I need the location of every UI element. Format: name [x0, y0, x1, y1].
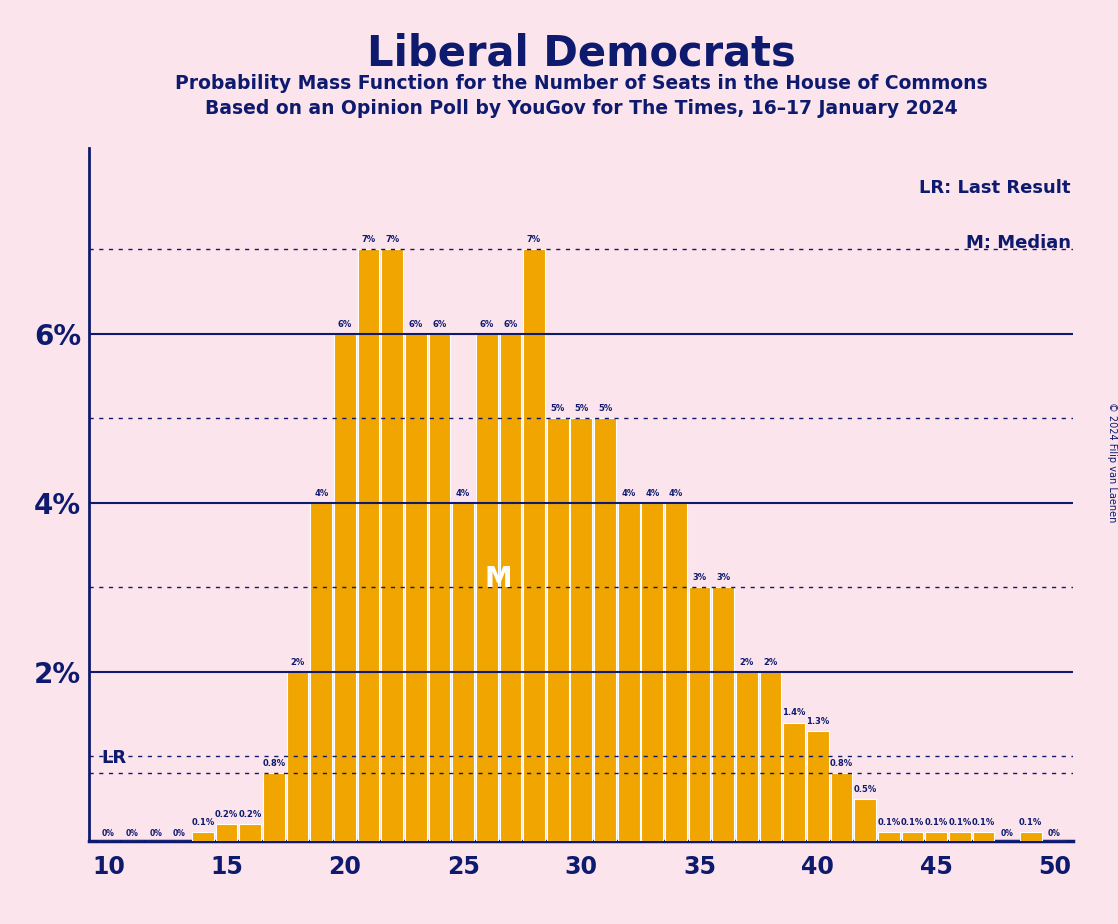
Bar	[192, 833, 214, 841]
Text: 0%: 0%	[1048, 830, 1061, 838]
Bar	[216, 824, 237, 841]
Text: Based on an Opinion Poll by YouGov for The Times, 16–17 January 2024: Based on an Opinion Poll by YouGov for T…	[205, 99, 958, 118]
Text: 4%: 4%	[456, 489, 471, 498]
Bar	[358, 249, 379, 841]
Text: 5%: 5%	[550, 404, 565, 413]
Text: 0.1%: 0.1%	[901, 819, 925, 827]
Text: 2%: 2%	[764, 658, 778, 667]
Bar	[334, 334, 356, 841]
Text: 2%: 2%	[291, 658, 305, 667]
Text: LR: Last Result: LR: Last Result	[919, 179, 1071, 197]
Bar	[712, 588, 735, 841]
Bar	[381, 249, 404, 841]
Text: Probability Mass Function for the Number of Seats in the House of Commons: Probability Mass Function for the Number…	[176, 74, 987, 93]
Bar	[760, 672, 781, 841]
Bar	[831, 773, 852, 841]
Bar	[311, 503, 332, 841]
Text: 4%: 4%	[314, 489, 329, 498]
Bar	[854, 798, 877, 841]
Text: 0%: 0%	[173, 830, 186, 838]
Text: M: M	[485, 565, 512, 593]
Bar	[926, 833, 947, 841]
Bar	[973, 833, 994, 841]
Text: 2%: 2%	[740, 658, 754, 667]
Text: © 2024 Filip van Laenen: © 2024 Filip van Laenen	[1108, 402, 1117, 522]
Text: 7%: 7%	[385, 236, 399, 244]
Bar	[807, 731, 828, 841]
Text: 0.1%: 0.1%	[925, 819, 948, 827]
Text: 6%: 6%	[338, 320, 352, 329]
Text: 1.3%: 1.3%	[806, 717, 830, 726]
Text: 0.1%: 0.1%	[948, 819, 972, 827]
Text: 0.8%: 0.8%	[830, 760, 853, 768]
Bar	[594, 419, 616, 841]
Text: Liberal Democrats: Liberal Democrats	[367, 32, 796, 74]
Text: 0.5%: 0.5%	[853, 784, 877, 794]
Text: 4%: 4%	[669, 489, 683, 498]
Text: 0.2%: 0.2%	[238, 809, 262, 819]
Text: 7%: 7%	[527, 236, 541, 244]
Text: 3%: 3%	[717, 573, 730, 582]
Text: 0.1%: 0.1%	[878, 819, 900, 827]
Text: 0%: 0%	[102, 830, 115, 838]
Bar	[665, 503, 686, 841]
Bar	[500, 334, 521, 841]
Bar	[452, 503, 474, 841]
Bar	[736, 672, 758, 841]
Bar	[949, 833, 970, 841]
Bar	[570, 419, 593, 841]
Text: 0%: 0%	[1001, 830, 1014, 838]
Text: 0.2%: 0.2%	[215, 809, 238, 819]
Text: M: Median: M: Median	[966, 235, 1071, 252]
Text: 6%: 6%	[409, 320, 423, 329]
Bar	[878, 833, 900, 841]
Text: 0%: 0%	[125, 830, 139, 838]
Text: 4%: 4%	[622, 489, 636, 498]
Bar	[689, 588, 711, 841]
Text: 7%: 7%	[361, 236, 376, 244]
Text: 1.4%: 1.4%	[783, 709, 806, 717]
Bar	[547, 419, 569, 841]
Bar	[618, 503, 639, 841]
Bar	[642, 503, 663, 841]
Bar	[263, 773, 285, 841]
Bar	[405, 334, 427, 841]
Text: 5%: 5%	[598, 404, 613, 413]
Text: 6%: 6%	[433, 320, 446, 329]
Text: 4%: 4%	[645, 489, 660, 498]
Bar	[901, 833, 923, 841]
Text: 5%: 5%	[575, 404, 588, 413]
Bar	[286, 672, 309, 841]
Text: 0.1%: 0.1%	[1020, 819, 1042, 827]
Bar	[239, 824, 262, 841]
Bar	[784, 723, 805, 841]
Text: 0.8%: 0.8%	[263, 760, 285, 768]
Text: 6%: 6%	[480, 320, 494, 329]
Bar	[523, 249, 544, 841]
Text: 0.1%: 0.1%	[972, 819, 995, 827]
Bar	[1020, 833, 1042, 841]
Text: 6%: 6%	[503, 320, 518, 329]
Bar	[428, 334, 451, 841]
Text: 3%: 3%	[692, 573, 707, 582]
Text: 0%: 0%	[149, 830, 162, 838]
Bar	[476, 334, 498, 841]
Text: LR: LR	[102, 749, 126, 767]
Text: 0.1%: 0.1%	[191, 819, 215, 827]
